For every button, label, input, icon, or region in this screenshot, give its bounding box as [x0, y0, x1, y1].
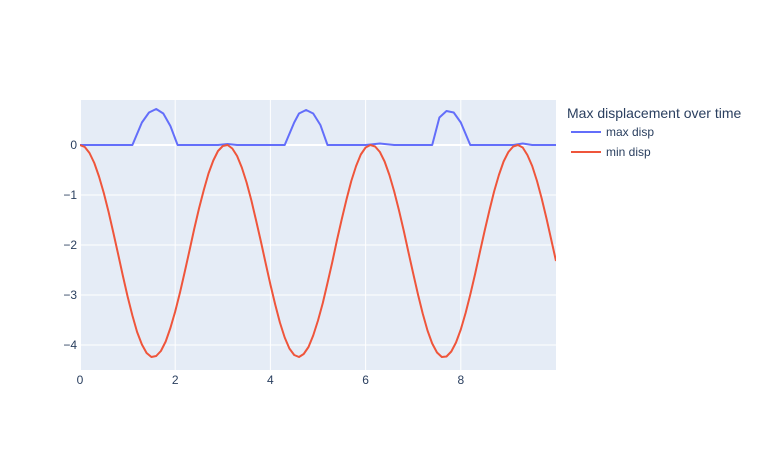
y-axis-ticks: 0 −1 −2 −3 −4 — [63, 138, 77, 352]
legend-item-min-disp[interactable]: min disp — [571, 145, 651, 159]
x-tick-label: 8 — [457, 373, 464, 387]
legend[interactable]: Max displacement over time max disp min … — [567, 105, 742, 159]
x-axis-ticks: 0 2 4 6 8 — [77, 373, 465, 387]
y-tick-label: 0 — [70, 138, 77, 152]
x-tick-label: 0 — [77, 373, 84, 387]
series-line-max-disp — [80, 108, 556, 146]
legend-label-min-disp: min disp — [606, 145, 651, 159]
legend-title: Max displacement over time — [567, 105, 742, 121]
series-line-min-disp — [80, 144, 556, 358]
y-tick-label: −3 — [63, 288, 77, 302]
y-tick-label: −1 — [63, 188, 77, 202]
y-tick-label: −2 — [63, 238, 77, 252]
legend-label-max-disp: max disp — [606, 125, 654, 139]
legend-item-max-disp[interactable]: max disp — [571, 125, 654, 139]
y-tick-label: −4 — [63, 338, 77, 352]
x-tick-label: 2 — [172, 373, 179, 387]
x-tick-label: 4 — [267, 373, 274, 387]
x-tick-label: 6 — [362, 373, 369, 387]
series-lines — [80, 108, 556, 358]
